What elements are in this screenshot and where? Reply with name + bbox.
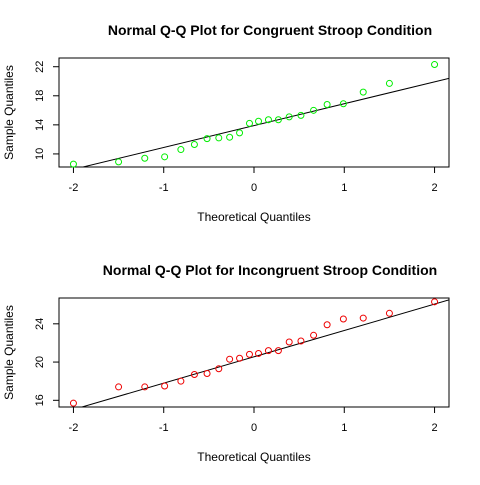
chart-2-data-point — [161, 382, 169, 390]
chart-1-data-point — [236, 129, 244, 137]
chart-1-data-point — [141, 154, 149, 162]
chart-1-data-point — [215, 134, 223, 142]
chart-1-data-point — [161, 153, 169, 161]
chart-2-data-point — [215, 365, 223, 373]
chart-2-data-point — [274, 347, 282, 355]
chart-1-data-point — [190, 140, 198, 148]
chart-2-y-axis-label: Sample Quantiles — [2, 305, 16, 400]
chart-2-data-point — [264, 347, 272, 355]
chart-2-data-point — [359, 314, 367, 322]
chart-1-data-point — [310, 106, 318, 114]
chart-1-data-point — [177, 146, 185, 154]
chart-2-data-point — [255, 349, 263, 357]
chart-2-plot-frame — [58, 297, 450, 408]
chart-1-data-point — [203, 135, 211, 143]
chart-2-data-point — [339, 315, 347, 323]
chart-1-data-point — [339, 100, 347, 108]
chart-1-data-point — [245, 119, 253, 127]
chart-1-data-point — [359, 88, 367, 96]
chart-2-data-point — [297, 337, 305, 345]
chart-2-data-point — [69, 399, 77, 407]
chart-2-x-axis-label: Theoretical Quantiles — [197, 450, 310, 464]
chart-1-x-tick-label: 1 — [341, 182, 347, 194]
chart-1-data-point — [274, 116, 282, 124]
chart-1-y-axis-label: Sample Quantiles — [2, 65, 16, 160]
chart-1-data-point — [255, 117, 263, 125]
chart-2-data-point — [310, 331, 318, 339]
chart-2-data-point — [190, 370, 198, 378]
chart-1-data-point — [69, 160, 77, 168]
chart-1-data-point — [115, 158, 123, 166]
chart-1-y-tick-label: 18 — [34, 90, 46, 102]
chart-1-data-point — [431, 61, 439, 69]
chart-1-data-point — [285, 113, 293, 121]
chart-2-data-point — [177, 377, 185, 385]
chart-2-x-tick-label: -1 — [159, 422, 169, 434]
chart-1-x-axis-label: Theoretical Quantiles — [197, 210, 310, 224]
chart-2-data-point — [385, 309, 393, 317]
chart-2-data-point — [323, 321, 331, 329]
chart-2-data-point — [431, 298, 439, 306]
chart-1-data-point — [385, 79, 393, 87]
chart-1-title: Normal Q-Q Plot for Congruent Stroop Con… — [108, 22, 432, 38]
chart-2-title: Normal Q-Q Plot for Incongruent Stroop C… — [103, 262, 437, 278]
chart-1-data-point — [264, 116, 272, 124]
chart-2-data-point — [115, 383, 123, 391]
chart-2-y-tick-label: 20 — [34, 356, 46, 368]
chart-1-x-tick-label: 2 — [431, 182, 437, 194]
chart-2-x-tick-label: 1 — [341, 422, 347, 434]
chart-2-data-point — [245, 350, 253, 358]
chart-2-data-point — [236, 354, 244, 362]
chart-2-data-point — [141, 383, 149, 391]
chart-2-x-tick-label: 0 — [251, 422, 257, 434]
chart-1-data-point — [226, 133, 234, 141]
chart-2-qq-reference-line — [80, 299, 449, 407]
chart-2-data-point — [203, 370, 211, 378]
chart-1-y-tick-label: 14 — [34, 119, 46, 131]
chart-1-data-point — [323, 101, 331, 109]
chart-1-x-tick-label: -1 — [159, 182, 169, 194]
chart-1-y-tick-label: 22 — [34, 61, 46, 73]
chart-2-y-tick-label: 16 — [34, 394, 46, 406]
chart-2-y-tick-label: 24 — [34, 318, 46, 330]
chart-2-x-tick-label: 2 — [431, 422, 437, 434]
chart-1-x-tick-label: 0 — [251, 182, 257, 194]
chart-1-qq-reference-line — [80, 77, 449, 167]
chart-2-data-point — [226, 355, 234, 363]
chart-1-x-tick-label: -2 — [69, 182, 79, 194]
chart-1-plot-frame — [58, 57, 450, 168]
chart-2-x-tick-label: -2 — [69, 422, 79, 434]
chart-1-y-tick-label: 10 — [34, 148, 46, 160]
chart-2-data-point — [285, 338, 293, 346]
chart-1-data-point — [297, 111, 305, 119]
